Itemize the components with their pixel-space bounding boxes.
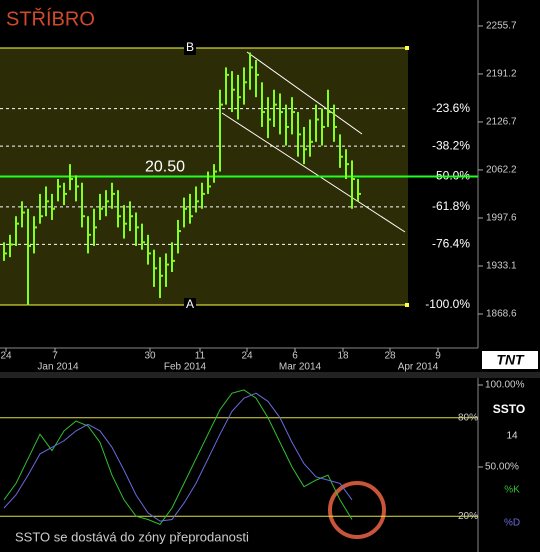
y-tick-label: 2126.7: [486, 117, 517, 128]
x-tick-label: 11: [195, 351, 206, 362]
month-label: Feb 2014: [164, 362, 207, 373]
indicator-line: [3, 389, 353, 526]
chart-title: STŘÍBRO: [6, 7, 95, 30]
channel-upper: [246, 51, 363, 135]
x-tick-label: 28: [384, 351, 396, 362]
panel-divider: [0, 372, 540, 378]
x-tick-label: 30: [144, 351, 156, 362]
y-tick-label: 2255.7: [486, 21, 517, 32]
month-label: Jan 2014: [37, 362, 79, 373]
fib-level-label: -76.4%: [432, 237, 470, 251]
level-label: 20%: [458, 511, 478, 522]
fib-level-label: -100.0%: [425, 297, 470, 311]
x-tick-label: 24: [0, 351, 12, 362]
x-tick-label: 9: [435, 351, 441, 362]
x-tick-label: 7: [52, 351, 58, 362]
y-tick-label: 1933.1: [486, 261, 517, 272]
month-label: Apr 2014: [398, 362, 439, 373]
y-tick-label: 50.00%: [485, 462, 519, 473]
x-tick-label: 24: [241, 351, 253, 362]
fib-label-box: [184, 40, 196, 55]
fib-label: A: [186, 297, 194, 311]
y-tick-label: 2191.2: [486, 69, 517, 80]
fib-handle: [405, 45, 409, 50]
indicator-line: [3, 392, 353, 522]
highlight-circle: [328, 481, 386, 539]
y-tick-label: 1868.6: [486, 309, 517, 320]
legend-label: %D: [504, 518, 520, 529]
fib-handle: [405, 302, 409, 307]
fib-level-label: -38.2%: [432, 138, 470, 152]
y-tick-label: 1997.6: [486, 213, 517, 224]
y-tick-label: 100.00%: [485, 380, 525, 391]
annotation: SSTO se dostává do zóny přeprodanosti: [15, 529, 249, 544]
current-price-label: 20.50: [145, 159, 185, 176]
y-tick-label: 2062.2: [486, 165, 517, 176]
month-label: Mar 2014: [279, 362, 322, 373]
fib-level-label: -23.6%: [432, 101, 470, 115]
fib-label: B: [186, 40, 194, 54]
channel-lower: [221, 112, 406, 233]
fib-level-label: -61.8%: [432, 199, 470, 213]
tnt-logo: TNT: [482, 351, 538, 369]
svg-text:TNT: TNT: [496, 352, 525, 368]
x-tick-label: 18: [337, 351, 349, 362]
indicator-name: SSTO: [493, 402, 525, 416]
x-tick-label: 6: [292, 351, 298, 362]
indicator-period: 14: [506, 431, 518, 442]
level-label: 80%: [458, 412, 478, 423]
fib-label-box: [184, 297, 196, 312]
legend-label: %K: [504, 485, 520, 496]
